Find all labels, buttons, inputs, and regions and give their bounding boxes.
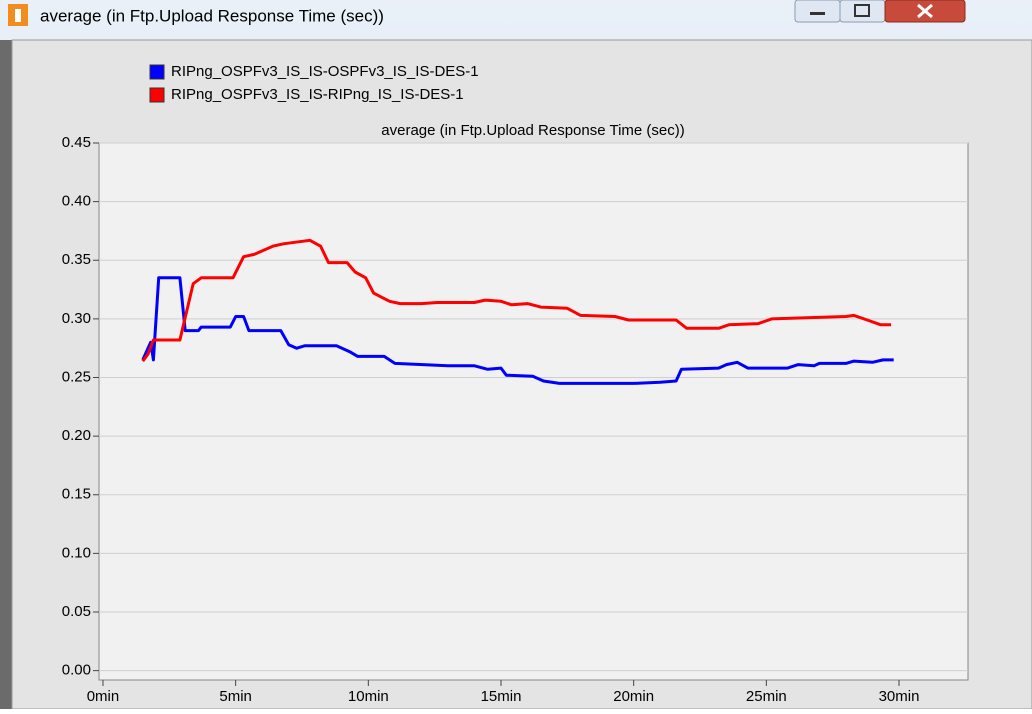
maximize-button[interactable]	[839, 0, 886, 23]
legend-label: RIPng_OSPFv3_IS_IS-RIPng_IS_IS-DES-1	[171, 86, 464, 103]
y-tick-label: 0.00	[62, 662, 91, 679]
y-tick-label: 0.40	[62, 193, 91, 210]
minimize-glyph	[810, 12, 825, 15]
x-tick-label: 5min	[219, 688, 252, 705]
maximize-glyph	[854, 4, 870, 17]
window-title: average (in Ftp.Upload Response Time (se…	[40, 6, 384, 25]
chart-title: average (in Ftp.Upload Response Time (se…	[381, 122, 684, 139]
y-tick-label: 0.20	[62, 427, 91, 444]
x-tick-label: 0min	[87, 688, 120, 705]
y-tick-label: 0.35	[62, 251, 91, 268]
x-tick-label: 30min	[879, 688, 920, 705]
legend-swatch	[149, 87, 165, 103]
y-tick-label: 0.25	[62, 368, 91, 385]
left-border	[0, 40, 12, 709]
x-tick-label: 15min	[481, 688, 522, 705]
y-tick-label: 0.05	[62, 603, 91, 620]
x-tick-label: 20min	[613, 688, 654, 705]
y-tick-label: 0.15	[62, 486, 91, 503]
series-line	[141, 238, 892, 362]
app-icon-glyph	[15, 9, 21, 22]
y-tick-label: 0.10	[62, 544, 91, 561]
x-tick-label: 25min	[746, 688, 787, 705]
legend-swatch	[149, 64, 165, 80]
legend-label: RIPng_OSPFv3_IS_IS-OSPFv3_IS_IS-DES-1	[171, 63, 479, 80]
minimize-button[interactable]	[794, 0, 841, 23]
y-tick-label: 0.45	[62, 134, 91, 151]
x-tick-label: 10min	[348, 688, 389, 705]
plot-area	[98, 142, 969, 681]
y-tick-label: 0.30	[62, 310, 91, 327]
close-glyph	[917, 3, 933, 19]
series-line	[141, 276, 894, 385]
